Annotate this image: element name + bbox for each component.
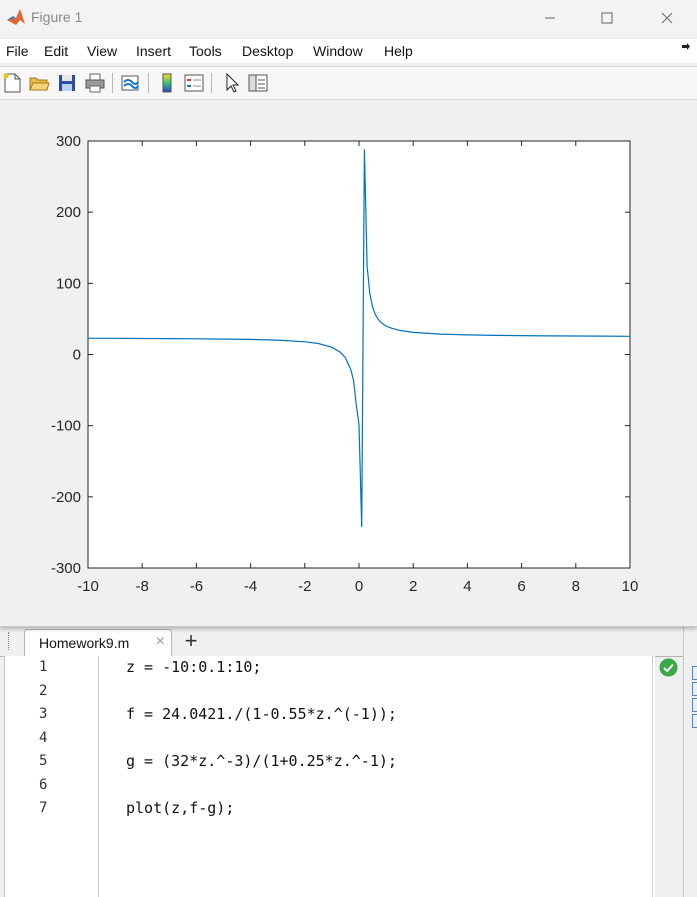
line-number: 3 bbox=[39, 706, 48, 722]
y-axis: -300 -200 -100 0 100 200 300 bbox=[51, 133, 630, 577]
menu-bar: File Edit View Insert Tools Desktop Wind… bbox=[0, 39, 697, 63]
line-number: 7 bbox=[39, 800, 48, 816]
property-inspector-icon[interactable] bbox=[247, 72, 269, 94]
save-icon[interactable] bbox=[56, 72, 78, 94]
link-plot-icon[interactable] bbox=[119, 72, 141, 94]
tab-label: Homework9.m bbox=[39, 635, 130, 651]
y-tick-label: 100 bbox=[56, 275, 81, 292]
open-folder-icon[interactable] bbox=[28, 72, 50, 94]
toolbar-separator bbox=[148, 73, 149, 93]
menu-insert[interactable]: Insert bbox=[136, 43, 172, 59]
code-analyzer-ok-icon[interactable] bbox=[659, 658, 678, 677]
line-number: 2 bbox=[39, 683, 48, 699]
dock-arrow-icon[interactable] bbox=[681, 42, 691, 52]
code-line[interactable]: g = (32*z.^-3)/(1+0.25*z.^-1); bbox=[126, 752, 397, 770]
plot-lines bbox=[88, 149, 631, 527]
x-tick-label: 0 bbox=[355, 578, 363, 595]
maximize-button[interactable] bbox=[584, 0, 630, 35]
code-line[interactable]: z = -10:0.1:10; bbox=[126, 658, 262, 676]
edit-plot-arrow-icon[interactable] bbox=[221, 72, 243, 94]
menu-help[interactable]: Help bbox=[384, 43, 413, 59]
line-number: 6 bbox=[39, 777, 48, 793]
minimize-button[interactable] bbox=[527, 0, 573, 35]
x-tick-label: 10 bbox=[622, 578, 639, 595]
menu-tools[interactable]: Tools bbox=[189, 43, 222, 59]
editor-panel: Homework9.m × + 1 2 3 4 5 6 7 z = -10:0.… bbox=[0, 626, 697, 897]
x-axis: -10 -8 -6 -4 -2 0 2 4 6 8 10 bbox=[77, 141, 638, 595]
print-icon[interactable] bbox=[84, 72, 106, 94]
x-tick-label: 6 bbox=[517, 578, 525, 595]
code-editor[interactable]: 1 2 3 4 5 6 7 z = -10:0.1:10; f = 24.042… bbox=[4, 656, 655, 897]
menu-window[interactable]: Window bbox=[313, 43, 363, 59]
y-tick-label: 200 bbox=[56, 204, 81, 221]
line-number: 5 bbox=[39, 753, 48, 769]
code-line[interactable]: f = 24.0421./(1-0.55*z.^(-1)); bbox=[126, 705, 397, 723]
y-tick-label: 0 bbox=[73, 347, 81, 364]
plot-area[interactable]: -300 -200 -100 0 100 200 300 -10 -8 -6 -4 -2 0 2 4 6 8 1… bbox=[0, 100, 697, 620]
menu-file[interactable]: File bbox=[6, 43, 29, 59]
figure-window: Figure 1 File Edit View Insert Tools Des… bbox=[0, 0, 697, 627]
new-figure-icon[interactable] bbox=[1, 72, 23, 94]
editor-side-strip bbox=[683, 626, 697, 897]
x-tick-label: -6 bbox=[190, 578, 203, 595]
editor-tab-strip: Homework9.m × + bbox=[0, 626, 697, 657]
x-tick-label: 8 bbox=[572, 578, 580, 595]
menu-edit[interactable]: Edit bbox=[44, 43, 69, 59]
axes-box bbox=[87, 140, 631, 569]
line-number: 1 bbox=[39, 659, 48, 675]
close-tab-icon[interactable]: × bbox=[155, 633, 165, 650]
side-marker[interactable] bbox=[692, 666, 697, 680]
side-marker[interactable] bbox=[692, 714, 697, 728]
x-tick-label: -8 bbox=[136, 578, 149, 595]
menu-desktop[interactable]: Desktop bbox=[242, 43, 294, 59]
x-tick-label: -4 bbox=[244, 578, 257, 595]
close-button[interactable] bbox=[644, 0, 690, 35]
add-tab-button[interactable]: + bbox=[184, 628, 198, 653]
colorbar-icon[interactable] bbox=[156, 72, 178, 94]
series-line bbox=[88, 149, 631, 527]
toolbar-separator bbox=[112, 73, 113, 93]
side-marker[interactable] bbox=[692, 698, 697, 712]
gutter-divider bbox=[98, 656, 99, 897]
drag-grip-icon[interactable] bbox=[8, 632, 12, 650]
line-number: 4 bbox=[39, 730, 48, 746]
figure-toolbar bbox=[0, 66, 697, 100]
legend-icon[interactable] bbox=[183, 72, 205, 94]
menu-view[interactable]: View bbox=[87, 43, 118, 59]
editor-right-border bbox=[652, 656, 653, 897]
maximize-icon bbox=[601, 12, 613, 23]
y-tick-label: 300 bbox=[56, 133, 81, 150]
x-tick-label: -10 bbox=[77, 578, 99, 595]
title-bar[interactable]: Figure 1 bbox=[0, 0, 697, 35]
side-marker[interactable] bbox=[692, 682, 697, 696]
y-tick-label: -200 bbox=[51, 489, 81, 506]
y-tick-label: -100 bbox=[51, 418, 81, 435]
x-tick-label: 2 bbox=[409, 578, 417, 595]
tab-homework9[interactable]: Homework9.m × bbox=[24, 629, 172, 656]
x-tick-label: 4 bbox=[463, 578, 471, 595]
y-tick-label: -300 bbox=[51, 560, 81, 577]
x-tick-label: -2 bbox=[298, 578, 311, 595]
close-icon bbox=[661, 12, 673, 23]
minimize-icon bbox=[545, 17, 555, 18]
window-title: Figure 1 bbox=[31, 9, 83, 25]
code-line[interactable]: plot(z,f-g); bbox=[126, 799, 235, 817]
matlab-logo-icon bbox=[7, 9, 25, 25]
toolbar-separator bbox=[211, 73, 212, 93]
